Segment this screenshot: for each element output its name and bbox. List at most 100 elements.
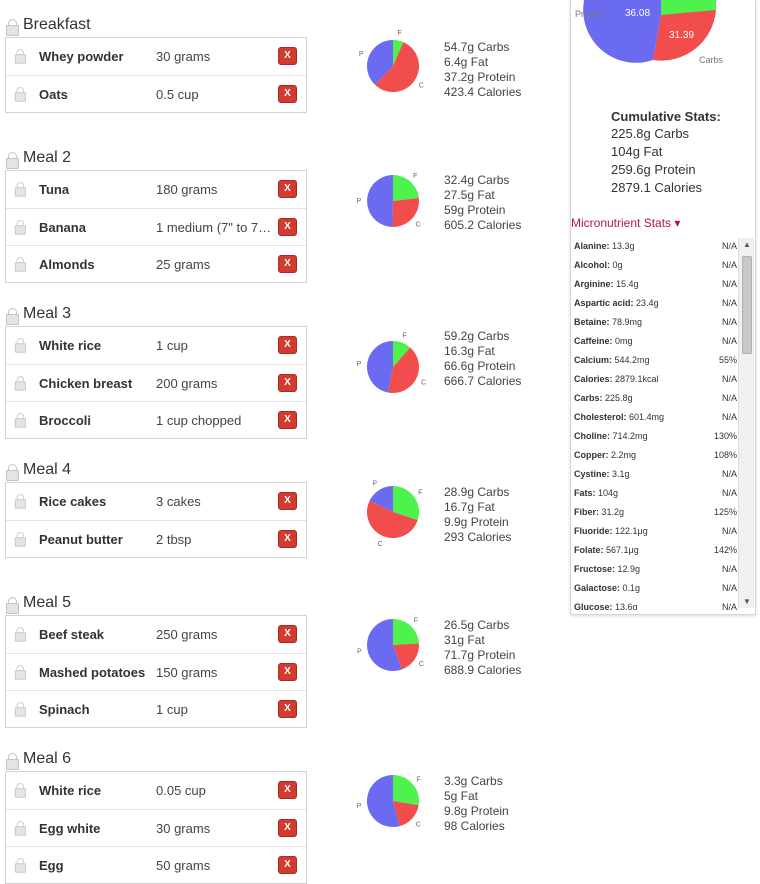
- lock-icon[interactable]: [14, 858, 26, 873]
- food-amount[interactable]: 25 grams: [156, 257, 211, 272]
- lock-icon[interactable]: [14, 220, 26, 235]
- food-name[interactable]: White rice: [39, 783, 102, 798]
- micronutrient-percent: N/A: [721, 488, 737, 498]
- food-name[interactable]: Spinach: [39, 702, 90, 717]
- meal-stat-fat: 16.7g Fat: [444, 500, 495, 514]
- lock-icon[interactable]: [14, 702, 26, 717]
- delete-food-button[interactable]: X: [278, 781, 297, 799]
- meal-stat-protein: 71.7g Protein: [444, 648, 516, 662]
- micronutrient-list[interactable]: Alanine: 13.3g N/A Alcohol: 0g N/A Arginine:…: [571, 238, 757, 610]
- food-amount[interactable]: 2 tbsp: [156, 532, 192, 547]
- micronutrient-name: Fats: 104g: [574, 488, 618, 498]
- lock-icon[interactable]: [14, 87, 26, 102]
- lock-icon[interactable]: [6, 152, 19, 169]
- delete-food-button[interactable]: X: [278, 625, 297, 643]
- lock-icon[interactable]: [14, 783, 26, 798]
- lock-icon[interactable]: [14, 182, 26, 197]
- delete-food-button[interactable]: X: [278, 85, 297, 103]
- food-name[interactable]: Tuna: [39, 182, 70, 197]
- micronutrient-stats-toggle[interactable]: Micronutrient Stats ▾: [571, 216, 681, 230]
- food-row: Banana 1 medium (7" to 7… X: [6, 208, 306, 245]
- delete-food-button[interactable]: X: [278, 856, 297, 874]
- micronutrient-name: Glucose: 13.6g: [574, 602, 638, 610]
- food-amount[interactable]: 1 cup: [156, 702, 188, 717]
- food-name[interactable]: Almonds: [39, 257, 95, 272]
- lock-icon[interactable]: [6, 597, 19, 614]
- micronutrient-percent: N/A: [721, 279, 737, 289]
- delete-food-button[interactable]: X: [278, 411, 297, 429]
- lock-icon[interactable]: [14, 532, 26, 547]
- micronutrient-value: 544.2mg: [614, 355, 650, 365]
- lock-icon[interactable]: [6, 753, 19, 770]
- lock-icon[interactable]: [6, 19, 19, 36]
- food-name[interactable]: White rice: [39, 338, 102, 353]
- food-name[interactable]: Banana: [39, 220, 86, 235]
- food-amount[interactable]: 1 cup: [156, 338, 188, 353]
- meal-stat-carbs: 3.3g Carbs: [444, 774, 503, 788]
- pie-slice-carbs: [387, 347, 419, 394]
- micronutrient-label: Arginine:: [574, 279, 614, 289]
- food-amount[interactable]: 3 cakes: [156, 494, 201, 509]
- lock-icon[interactable]: [14, 494, 26, 509]
- micronutrient-percent: 142%: [713, 545, 737, 555]
- delete-food-button[interactable]: X: [278, 218, 297, 236]
- delete-food-button[interactable]: X: [278, 492, 297, 510]
- lock-icon[interactable]: [14, 413, 26, 428]
- food-name[interactable]: Rice cakes: [39, 494, 107, 509]
- food-amount[interactable]: 1 cup chopped: [156, 413, 242, 428]
- food-amount[interactable]: 150 grams: [156, 665, 218, 680]
- meal-stat-fat: 16.3g Fat: [444, 344, 495, 358]
- lock-icon[interactable]: [14, 627, 26, 642]
- pie-label-fat: F: [403, 333, 407, 340]
- food-name[interactable]: Chicken breast: [39, 376, 133, 391]
- lock-icon[interactable]: [14, 376, 26, 391]
- scroll-down-arrow-icon[interactable]: ▼: [743, 597, 751, 606]
- delete-food-button[interactable]: X: [278, 180, 297, 198]
- lock-icon[interactable]: [6, 308, 19, 325]
- delete-food-button[interactable]: X: [278, 663, 297, 681]
- meal-title-text: Meal 2: [23, 149, 72, 166]
- pie-slice-protein: [583, 0, 661, 63]
- meal-stats: 59.2g Carbs 16.3g Fat 66.6g Protein 666.7 C…: [444, 329, 521, 389]
- food-amount[interactable]: 30 grams: [156, 49, 211, 64]
- delete-food-button[interactable]: X: [278, 700, 297, 718]
- lock-icon[interactable]: [14, 821, 26, 836]
- food-name[interactable]: Egg white: [39, 821, 101, 836]
- delete-food-button[interactable]: X: [278, 47, 297, 65]
- food-table: Tuna 180 grams X Banana 1 medium (7" to 7… X A…: [5, 170, 307, 283]
- food-name[interactable]: Beef steak: [39, 627, 105, 642]
- food-amount[interactable]: 50 grams: [156, 858, 211, 873]
- food-amount[interactable]: 200 grams: [156, 376, 218, 391]
- micronutrient-scrollbar[interactable]: ▲ ▼: [738, 238, 754, 608]
- lock-icon[interactable]: [14, 338, 26, 353]
- lock-icon[interactable]: [14, 665, 26, 680]
- meal-macro-pie: F C P: [357, 173, 421, 228]
- micronutrient-percent: N/A: [721, 469, 737, 479]
- food-name[interactable]: Mashed potatoes: [39, 665, 146, 680]
- food-name[interactable]: Oats: [39, 87, 68, 102]
- scroll-up-arrow-icon[interactable]: ▲: [743, 240, 751, 249]
- food-amount[interactable]: 30 grams: [156, 821, 211, 836]
- lock-icon[interactable]: [14, 49, 26, 64]
- food-amount[interactable]: 0.5 cup: [156, 87, 199, 102]
- delete-food-button[interactable]: X: [278, 255, 297, 273]
- meal-stat-protein: 66.6g Protein: [444, 359, 516, 373]
- food-name[interactable]: Broccoli: [39, 413, 92, 428]
- food-name[interactable]: Egg: [39, 858, 64, 873]
- food-name[interactable]: Peanut butter: [39, 532, 123, 547]
- lock-icon[interactable]: [14, 257, 26, 272]
- lock-icon[interactable]: [6, 464, 19, 481]
- food-amount[interactable]: 250 grams: [156, 627, 218, 642]
- food-amount[interactable]: 1 medium (7" to 7…: [156, 220, 272, 235]
- micronutrient-value: 13.6g: [615, 602, 638, 610]
- delete-food-button[interactable]: X: [278, 530, 297, 548]
- delete-food-button[interactable]: X: [278, 336, 297, 354]
- food-amount[interactable]: 0.05 cup: [156, 783, 206, 798]
- food-name[interactable]: Whey powder: [39, 49, 124, 64]
- micronutrient-name: Aspartic acid: 23.4g: [574, 298, 659, 308]
- scrollbar-thumb[interactable]: [742, 256, 752, 354]
- food-amount[interactable]: 180 grams: [156, 182, 218, 197]
- micronutrient-row: Calories: 2879.1kcal N/A: [571, 371, 757, 390]
- delete-food-button[interactable]: X: [278, 374, 297, 392]
- delete-food-button[interactable]: X: [278, 819, 297, 837]
